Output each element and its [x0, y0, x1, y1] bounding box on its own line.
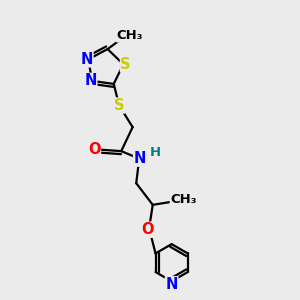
Text: S: S [114, 98, 124, 113]
Text: N: N [84, 74, 97, 88]
Text: N: N [165, 277, 178, 292]
Text: O: O [88, 142, 100, 157]
Text: H: H [149, 146, 161, 158]
Text: N: N [134, 151, 146, 166]
Text: S: S [121, 57, 131, 72]
Text: O: O [141, 222, 154, 237]
Text: CH₃: CH₃ [116, 29, 143, 42]
Text: N: N [81, 52, 93, 67]
Text: CH₃: CH₃ [170, 193, 197, 206]
